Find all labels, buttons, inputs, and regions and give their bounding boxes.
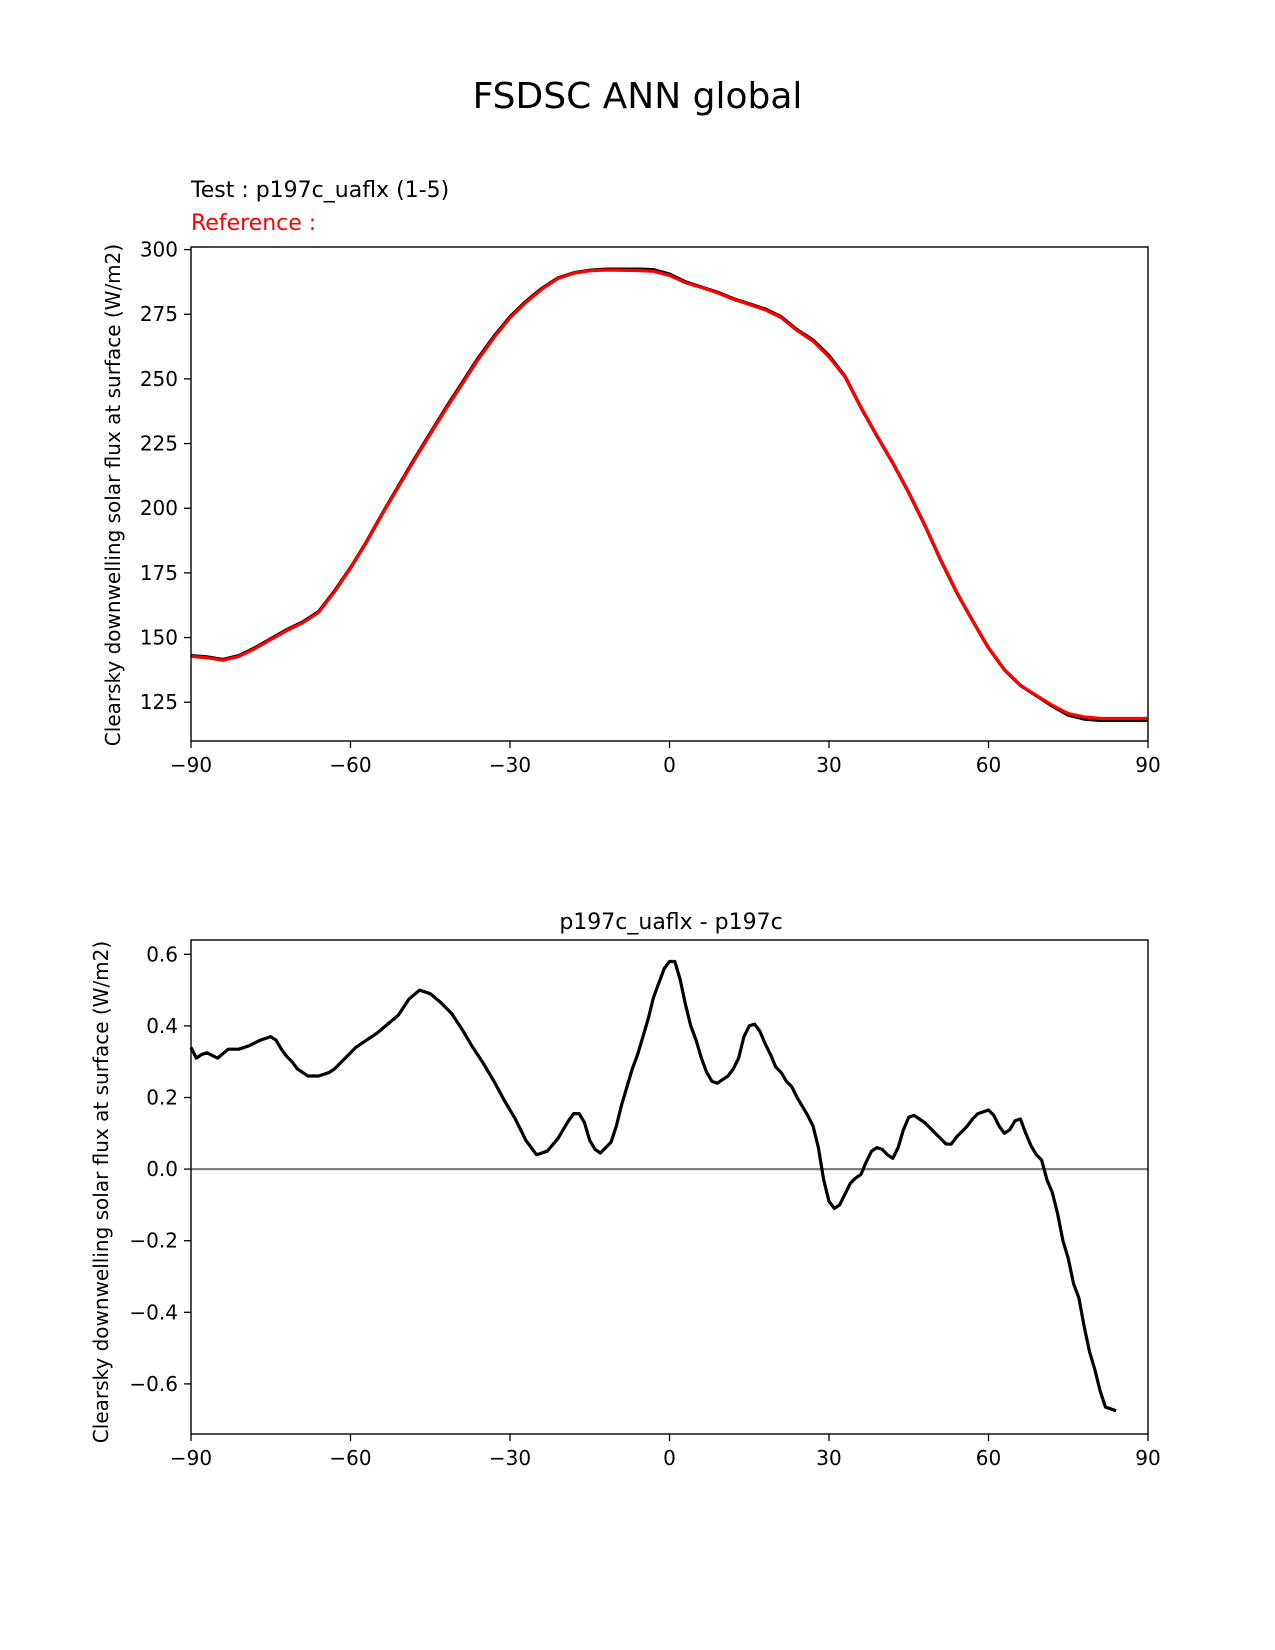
x-tick-label: 0 — [663, 1446, 676, 1470]
profile-plot-area: −90 −60 −30 0 30 60 90 125 150 175 200 225 250 275 300 — [140, 238, 1161, 777]
x-tick-label: 60 — [976, 1446, 1001, 1470]
difference-title: p197c_uaflx - p197c — [559, 910, 782, 935]
x-tick-label: 90 — [1135, 753, 1160, 777]
y-tick-label: −0.4 — [129, 1300, 178, 1324]
x-tick-label: 30 — [816, 1446, 841, 1470]
x-tick-label: −30 — [489, 1446, 531, 1470]
y-tick-label: −0.6 — [129, 1372, 178, 1396]
y-tick-label: 0.4 — [146, 1014, 178, 1038]
x-tick-label: −90 — [170, 1446, 212, 1470]
axes-frame — [190, 939, 1149, 1435]
difference-ylabel: Clearsky downwelling solar flux at surfa… — [89, 941, 113, 1443]
y-tick-label: 275 — [140, 302, 178, 326]
y-tick-label: 225 — [140, 432, 178, 456]
x-tick-label: 30 — [816, 753, 841, 777]
y-tick-label: 0.2 — [146, 1086, 178, 1110]
y-tick-label: 250 — [140, 367, 178, 391]
y-tick-label: 125 — [140, 690, 178, 714]
reference-label: Reference : — [191, 211, 316, 236]
difference-panel: p197c_uaflx - p197c Clearsky downwelling… — [89, 910, 1161, 1470]
y-tick-label: 0.0 — [146, 1157, 178, 1181]
test-label: Test : p197c_uaflx (1-5) — [190, 178, 449, 203]
y-tick-label: 200 — [140, 496, 178, 520]
x-tick-label: −60 — [329, 753, 371, 777]
profile-panel: Test : p197c_uaflx (1-5) Reference : Cle… — [101, 178, 1161, 777]
x-tick-label: 60 — [976, 753, 1001, 777]
series-line-test — [190, 267, 1148, 723]
series-line-difference — [189, 959, 1117, 1413]
x-tick-label: −90 — [170, 753, 212, 777]
x-tick-label: −60 — [329, 1446, 371, 1470]
figure-title: FSDSC ANN global — [473, 76, 803, 117]
y-tick-label: −0.2 — [129, 1229, 178, 1253]
axes-frame — [190, 246, 1149, 742]
y-tick-label: 175 — [140, 561, 178, 585]
y-tick-label: 0.6 — [146, 942, 178, 966]
x-tick-label: 90 — [1135, 1446, 1160, 1470]
x-tick-label: 0 — [663, 753, 676, 777]
x-tick-label: −30 — [489, 753, 531, 777]
y-tick-label: 300 — [140, 238, 178, 262]
difference-plot-area: −90 −60 −30 0 30 60 90 −0.6 −0.4 −0.2 0.0 0.2 0.4 0.6 — [129, 939, 1161, 1470]
profile-ylabel: Clearsky downwelling solar flux at surfa… — [101, 244, 125, 746]
series-line-reference — [190, 268, 1148, 721]
y-tick-label: 150 — [140, 626, 178, 650]
